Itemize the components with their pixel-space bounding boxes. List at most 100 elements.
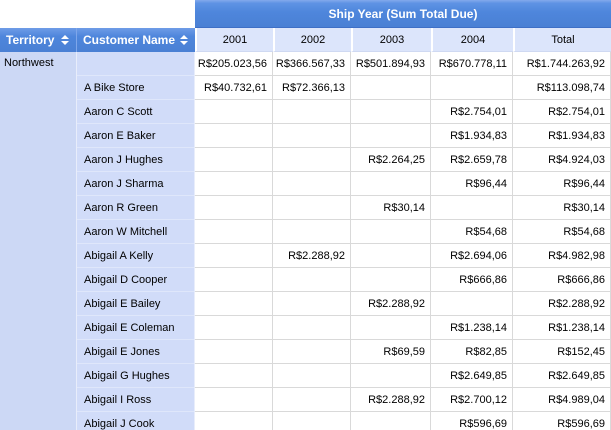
value-cell-2003: R$30,14 (351, 196, 431, 220)
customer-name-cell: A Bike Store (77, 76, 195, 100)
value-cell-2001: R$40.732,61 (195, 76, 273, 100)
table-row: Aaron R Green R$30,14 R$30,14 (0, 196, 611, 220)
value-cell-2004: R$2.649,85 (431, 364, 513, 388)
value-cell-2001 (195, 388, 273, 412)
year-column-header-2002[interactable]: 2002 (273, 28, 351, 52)
value-cell-2002 (273, 340, 351, 364)
value-cell-2002 (273, 412, 351, 430)
value-cell-2003: R$2.288,92 (351, 292, 431, 316)
territory-group-cell: Northwest (0, 52, 77, 430)
value-cell-2002: R$366.567,33 (273, 52, 351, 76)
table-row: Aaron W Mitchell R$54,68 R$54,68 (0, 220, 611, 244)
value-cell-2003: R$2.264,25 (351, 148, 431, 172)
value-cell-2002 (273, 196, 351, 220)
value-cell-2003 (351, 124, 431, 148)
value-cell-total: R$96,44 (513, 172, 611, 196)
value-cell-total: R$2.649,85 (513, 364, 611, 388)
value-cell-total: R$113.098,74 (513, 76, 611, 100)
value-cell-total: R$666,86 (513, 268, 611, 292)
value-cell-2002 (273, 364, 351, 388)
table-row: Aaron C Scott R$2.754,01 R$2.754,01 (0, 100, 611, 124)
table-row: Abigail J Cook R$596,69 R$596,69 (0, 412, 611, 430)
value-cell-2002 (273, 100, 351, 124)
value-cell-2002 (273, 292, 351, 316)
value-cell-2001 (195, 172, 273, 196)
year-column-header-2003[interactable]: 2003 (351, 28, 431, 52)
table-row: Abigail E Bailey R$2.288,92 R$2.288,92 (0, 292, 611, 316)
value-cell-2004: R$666,86 (431, 268, 513, 292)
value-cell-2003 (351, 244, 431, 268)
value-cell-2002: R$2.288,92 (273, 244, 351, 268)
value-cell-2003 (351, 412, 431, 430)
value-cell-2004: R$2.700,12 (431, 388, 513, 412)
territory-column-header[interactable]: Territory (0, 28, 77, 52)
customer-name-cell: Aaron E Baker (77, 124, 195, 148)
value-cell-2002 (273, 316, 351, 340)
customer-name-cell: Aaron J Sharma (77, 172, 195, 196)
value-cell-total: R$1.744.263,92 (513, 52, 611, 76)
value-cell-2001 (195, 340, 273, 364)
table-row: Abigail E Coleman R$1.238,14 R$1.238,14 (0, 316, 611, 340)
customer-name-cell: Abigail J Cook (77, 412, 195, 430)
table-row: Abigail A Kelly R$2.288,92 R$2.694,06 R$4.9… (0, 244, 611, 268)
value-cell-2004 (431, 196, 513, 220)
value-cell-2004: R$670.778,11 (431, 52, 513, 76)
value-cell-2001 (195, 292, 273, 316)
value-cell-2003: R$501.894,93 (351, 52, 431, 76)
value-cell-2002 (273, 124, 351, 148)
value-cell-2001 (195, 100, 273, 124)
customer-sort-icon[interactable] (178, 34, 190, 46)
value-cell-2001 (195, 412, 273, 430)
value-cell-2004: R$2.694,06 (431, 244, 513, 268)
value-cell-2003 (351, 100, 431, 124)
value-cell-total: R$1.238,14 (513, 316, 611, 340)
customer-name-cell: Aaron R Green (77, 196, 195, 220)
value-cell-2002 (273, 220, 351, 244)
value-cell-2003: R$2.288,92 (351, 388, 431, 412)
corner-spacer (0, 0, 195, 28)
customer-name-cell: Abigail G Hughes (77, 364, 195, 388)
value-cell-2003 (351, 364, 431, 388)
value-cell-2004: R$82,85 (431, 340, 513, 364)
customer-name-cell: Aaron J Hughes (77, 148, 195, 172)
banner-row: Ship Year (Sum Total Due) (0, 0, 611, 28)
territory-sort-icon[interactable] (59, 34, 71, 46)
customer-name-cell: Abigail A Kelly (77, 244, 195, 268)
value-cell-2001 (195, 124, 273, 148)
value-cell-2003 (351, 220, 431, 244)
customer-name-cell: Abigail E Coleman (77, 316, 195, 340)
value-cell-2001: R$205.023,56 (195, 52, 273, 76)
table-row: Northwest R$205.023,56 R$366.567,33 R$501.8… (0, 52, 611, 430)
customer-header-label: Customer Name (83, 33, 176, 47)
value-cell-total: R$1.934,83 (513, 124, 611, 148)
ship-year-banner: Ship Year (Sum Total Due) (195, 0, 611, 28)
value-cell-total: R$4.982,98 (513, 244, 611, 268)
year-column-header-2004[interactable]: 2004 (431, 28, 513, 52)
value-cell-2003 (351, 268, 431, 292)
territory-header-label: Territory (6, 33, 55, 47)
table-row: Abigail G Hughes R$2.649,85 R$2.649,85 (0, 364, 611, 388)
customer-name-cell: Aaron W Mitchell (77, 220, 195, 244)
value-cell-2001 (195, 220, 273, 244)
column-header-row: Territory Customer Name 2001 2002 2003 2004… (0, 28, 611, 52)
value-cell-2002: R$72.366,13 (273, 76, 351, 100)
value-cell-2001 (195, 244, 273, 268)
value-cell-2001 (195, 268, 273, 292)
value-cell-2001 (195, 316, 273, 340)
value-cell-2001 (195, 364, 273, 388)
table-row: Abigail I Ross R$2.288,92 R$2.700,12 R$4.98… (0, 388, 611, 412)
value-cell-2002 (273, 148, 351, 172)
value-cell-2001 (195, 148, 273, 172)
value-cell-2003 (351, 316, 431, 340)
year-column-header-2001[interactable]: 2001 (195, 28, 273, 52)
year-column-header-total[interactable]: Total (513, 28, 611, 52)
value-cell-total: R$2.754,01 (513, 100, 611, 124)
table-row: A Bike Store R$40.732,61 R$72.366,13 R$113.… (0, 76, 611, 100)
value-cell-2004: R$596,69 (431, 412, 513, 430)
customer-name-cell: Abigail D Cooper (77, 268, 195, 292)
value-cell-total: R$30,14 (513, 196, 611, 220)
table-row: Aaron J Sharma R$96,44 R$96,44 (0, 172, 611, 196)
value-cell-2004: R$54,68 (431, 220, 513, 244)
customer-column-header[interactable]: Customer Name (77, 28, 195, 52)
table-row: Aaron J Hughes R$2.264,25 R$2.659,78 R$4.92… (0, 148, 611, 172)
